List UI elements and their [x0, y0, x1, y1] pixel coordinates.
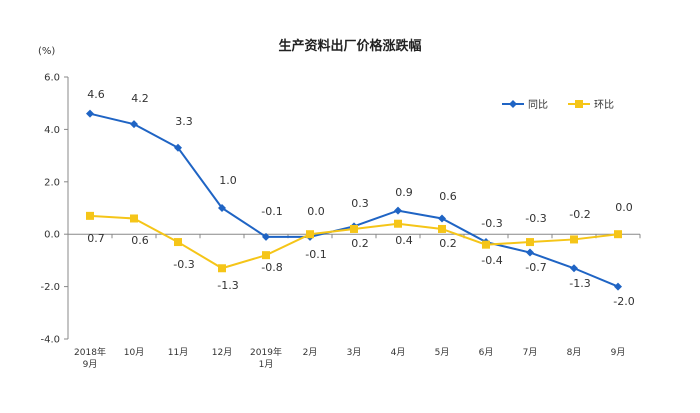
x-tick-label: 12月 [212, 347, 232, 358]
y-tick-label: 0.0 [44, 230, 60, 241]
x-tick-label: 2019年 [250, 346, 282, 358]
data-point [86, 109, 94, 118]
x-tick-label: 4月 [391, 347, 406, 358]
data-label: -2.0 [613, 295, 634, 308]
x-tick-label: 7月 [523, 347, 538, 358]
data-label: -0.3 [481, 217, 502, 230]
legend: 同比 环比 [502, 99, 614, 111]
x-tick-label: 6月 [479, 347, 494, 358]
data-label: 0.4 [395, 234, 413, 247]
data-label: -0.3 [173, 258, 194, 271]
data-point [262, 232, 270, 241]
series-mom [86, 211, 622, 273]
legend-marker [509, 100, 517, 108]
data-label: -0.4 [481, 254, 502, 267]
y-tick-label: 6.0 [44, 73, 60, 84]
data-label: -0.7 [525, 261, 546, 274]
legend-label: 同比 [528, 99, 548, 111]
y-tick-label: 4.0 [44, 125, 60, 136]
data-point [130, 214, 138, 223]
data-point [482, 240, 490, 249]
data-point [218, 204, 226, 212]
data-point [262, 251, 270, 260]
data-label: 3.3 [175, 115, 193, 128]
x-tick-label: 11月 [168, 347, 188, 358]
legend-marker [575, 100, 583, 108]
data-labels: 4.6 4.2 3.3 1.0 -0.1 0.0 0.3 0.9 0.6 -0.3 -0.3 -0.2… [87, 88, 634, 308]
data-point [438, 214, 446, 223]
data-point [526, 248, 534, 257]
data-point [394, 206, 402, 215]
data-label: 0.2 [351, 237, 369, 250]
data-label: 0.3 [351, 197, 369, 210]
data-label: 0.0 [307, 205, 325, 218]
x-tick-label: 8月 [567, 347, 582, 358]
data-label: 0.6 [131, 234, 149, 247]
data-point [306, 230, 314, 239]
data-label: -0.1 [305, 248, 326, 261]
data-point [438, 224, 446, 233]
data-point [174, 143, 182, 152]
data-label: 4.2 [131, 92, 149, 105]
data-label: 0.2 [439, 237, 457, 250]
data-point [218, 264, 226, 273]
y-tick-label: -4.0 [40, 335, 60, 346]
data-label: 0.7 [87, 232, 105, 245]
x-tick-label: 9月 [83, 359, 98, 370]
data-point [350, 224, 358, 233]
x-tick-label: 2月 [303, 347, 318, 358]
data-label: 0.0 [615, 201, 633, 214]
legend-label: 环比 [594, 99, 614, 111]
x-tick-label: 3月 [347, 347, 362, 358]
data-label: -0.2 [569, 208, 590, 221]
y-axis-ticks: 6.0 4.0 2.0 0.0 -2.0 -4.0 [40, 73, 68, 346]
y-tick-label: 2.0 [44, 177, 60, 188]
data-point [130, 120, 138, 129]
data-label: 0.6 [439, 190, 457, 203]
data-label: 1.0 [219, 174, 237, 187]
data-point [394, 219, 402, 228]
data-label: -1.3 [217, 279, 238, 292]
data-point [614, 282, 622, 291]
x-tick-label: 1月 [259, 359, 274, 370]
data-label: 4.6 [87, 88, 105, 101]
data-label: -0.1 [261, 205, 282, 218]
x-tick-label: 9月 [611, 347, 626, 358]
y-tick-label: -2.0 [40, 282, 60, 293]
series-layer [86, 109, 622, 291]
y-axis-unit: (%) [38, 46, 55, 57]
data-label: -0.3 [525, 212, 546, 225]
chart-title: 生产资料出厂价格涨跌幅 [278, 38, 421, 54]
data-label: 0.9 [395, 186, 413, 199]
data-point [614, 230, 622, 239]
data-point [570, 264, 578, 273]
data-point [174, 238, 182, 247]
x-tick-label: 5月 [435, 347, 450, 358]
data-point [526, 238, 534, 247]
data-label: -1.3 [569, 277, 590, 290]
data-point [570, 235, 578, 244]
data-label: -0.8 [261, 261, 282, 274]
data-point [86, 211, 94, 220]
x-tick-label: 10月 [124, 347, 144, 358]
x-tick-label: 2018年 [74, 346, 106, 358]
